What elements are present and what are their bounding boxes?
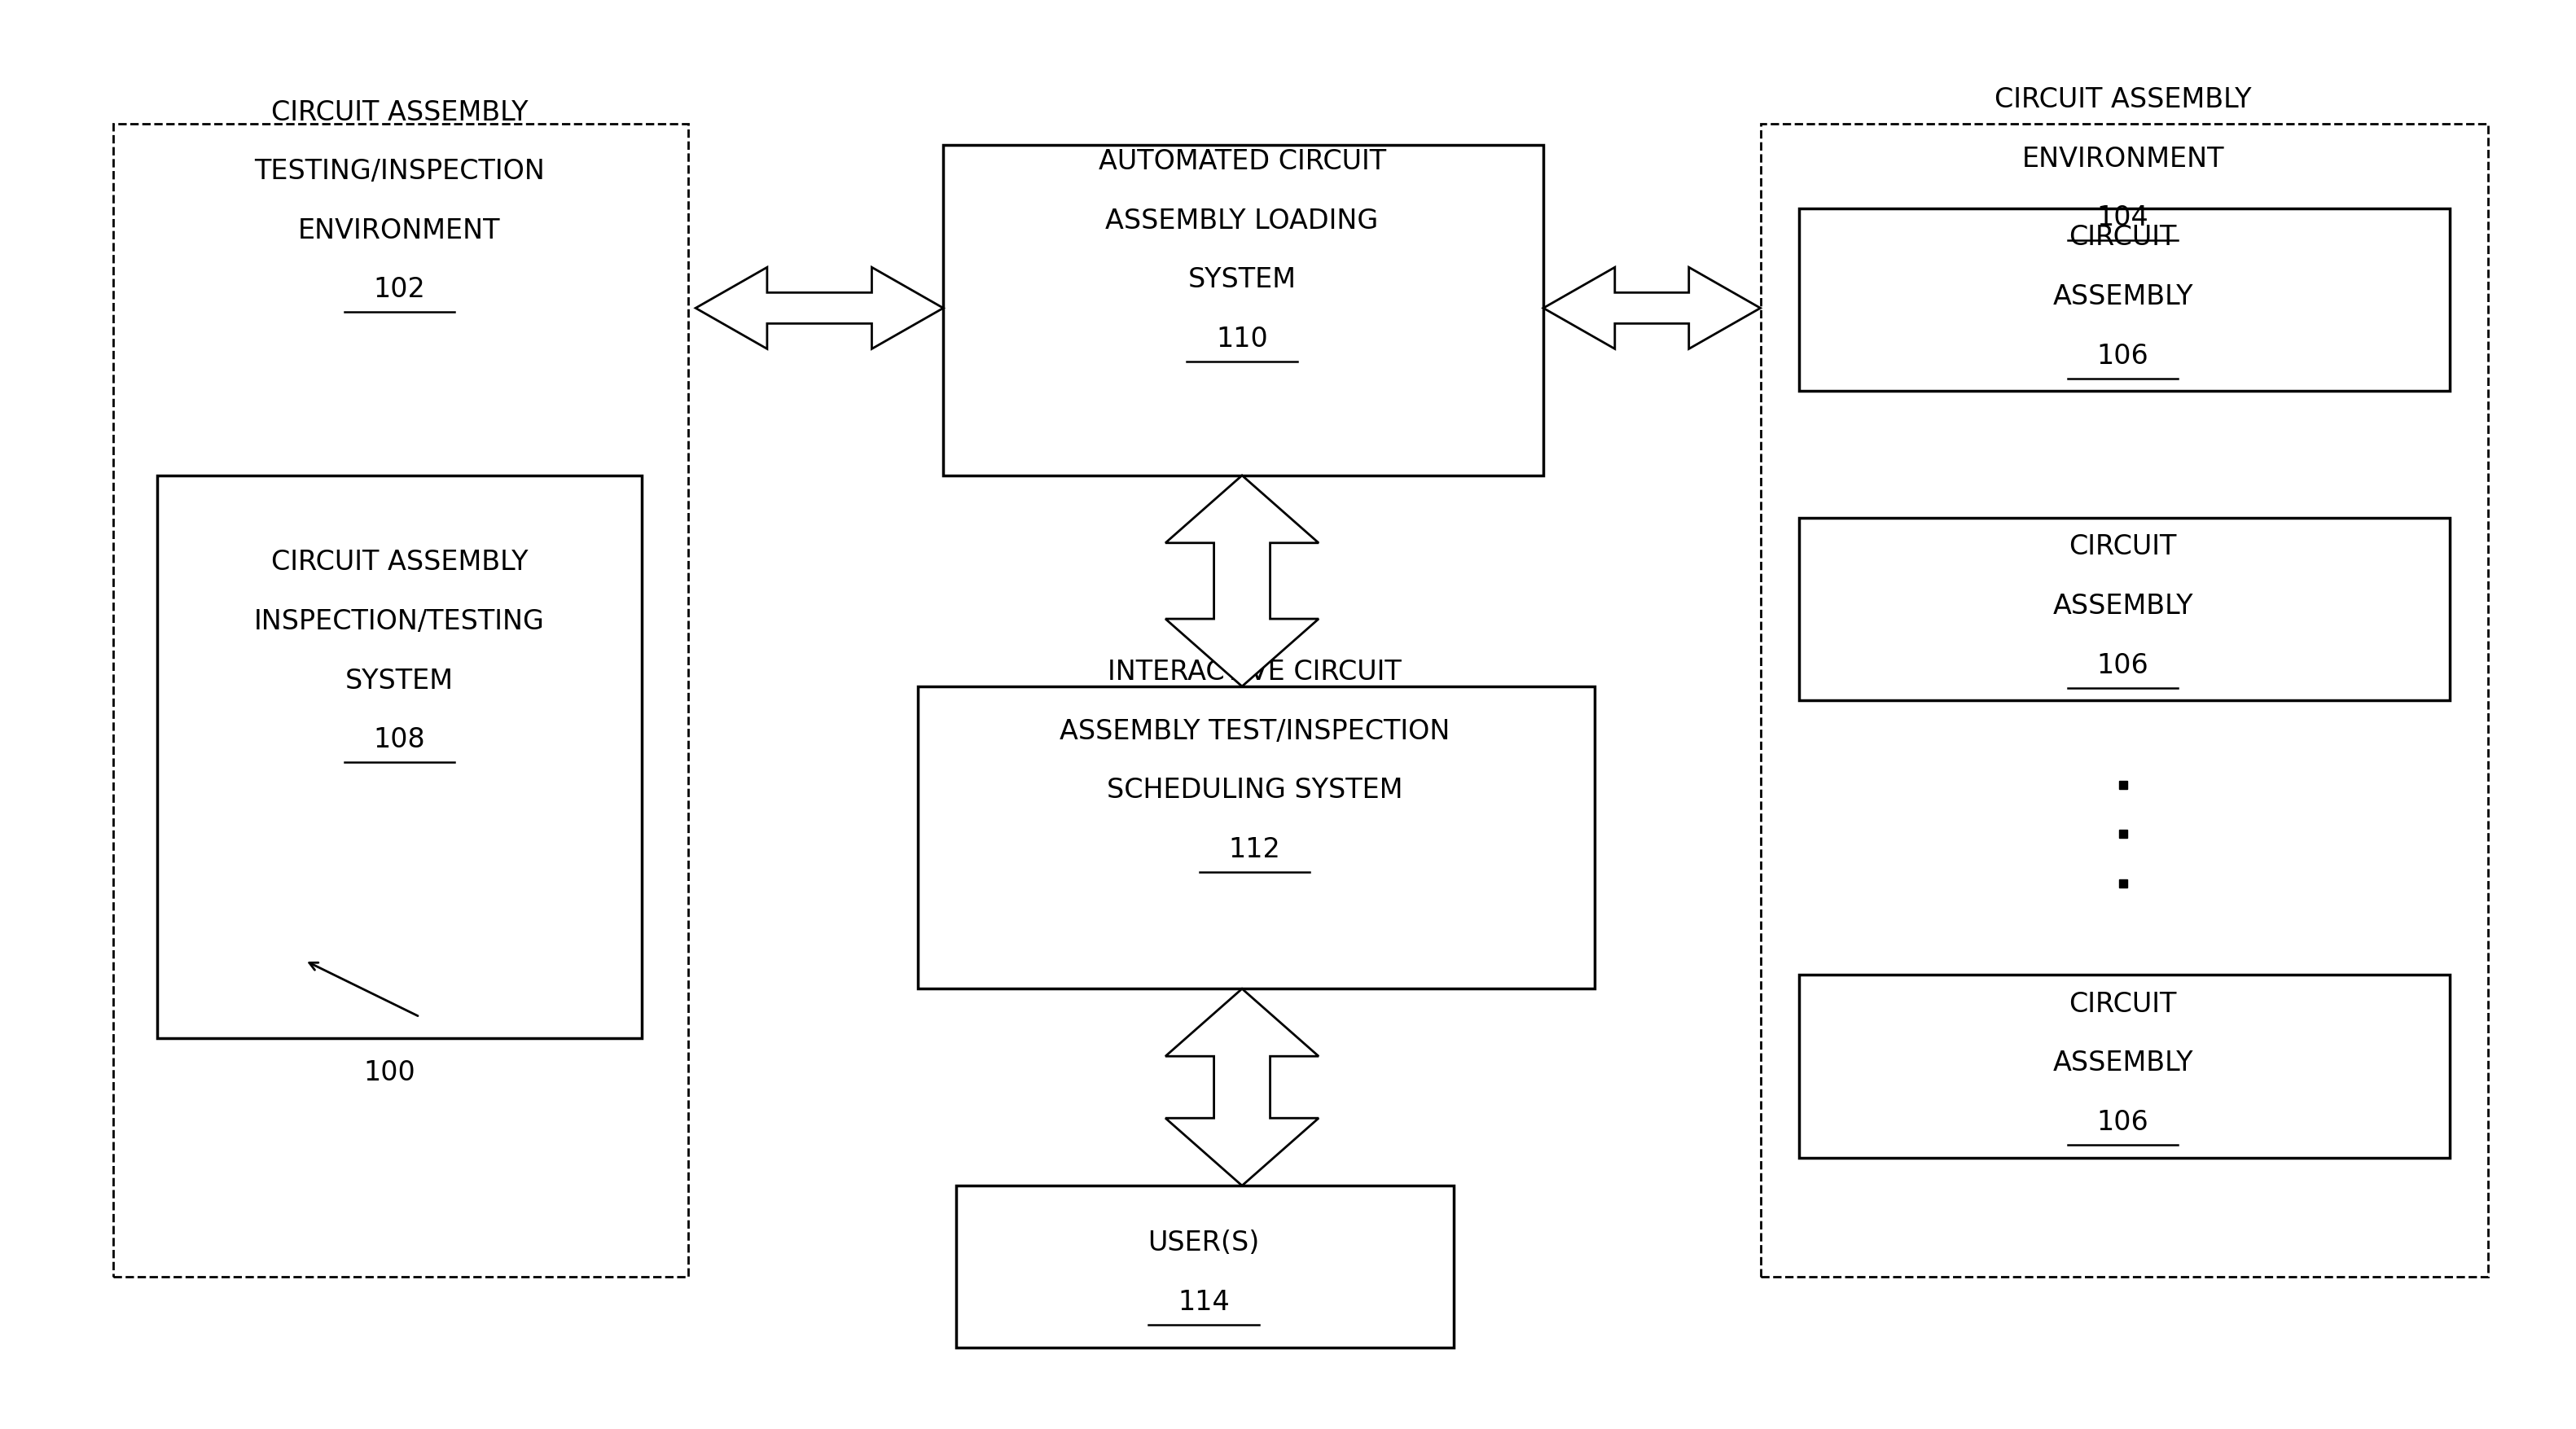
FancyBboxPatch shape — [1759, 124, 2488, 1278]
Text: AUTOMATED CIRCUIT: AUTOMATED CIRCUIT — [1097, 149, 1386, 176]
Polygon shape — [1543, 267, 1759, 349]
FancyBboxPatch shape — [1798, 209, 2450, 392]
Text: 106: 106 — [2097, 343, 2148, 369]
FancyBboxPatch shape — [1798, 517, 2450, 700]
Text: SYSTEM: SYSTEM — [1188, 266, 1296, 293]
Text: CIRCUIT: CIRCUIT — [2069, 533, 2177, 560]
Text: ASSEMBLY: ASSEMBLY — [2053, 593, 2192, 620]
Text: ASSEMBLY LOADING: ASSEMBLY LOADING — [1105, 207, 1378, 234]
FancyBboxPatch shape — [956, 1186, 1453, 1348]
Text: INTERACTIVE CIRCUIT: INTERACTIVE CIRCUIT — [1108, 659, 1401, 686]
Text: CIRCUIT: CIRCUIT — [2069, 224, 2177, 252]
Text: 108: 108 — [374, 726, 425, 753]
FancyBboxPatch shape — [113, 124, 688, 1278]
Polygon shape — [696, 267, 943, 349]
Text: 100: 100 — [363, 1060, 415, 1086]
Text: SYSTEM: SYSTEM — [345, 667, 453, 694]
Text: USER(S): USER(S) — [1149, 1230, 1260, 1256]
Text: CIRCUIT ASSEMBLY: CIRCUIT ASSEMBLY — [270, 549, 528, 576]
Text: CIRCUIT ASSEMBLY: CIRCUIT ASSEMBLY — [1994, 87, 2251, 113]
Text: INSPECTION/TESTING: INSPECTION/TESTING — [255, 609, 544, 634]
Text: ASSEMBLY: ASSEMBLY — [2053, 1050, 2192, 1076]
Text: CIRCUIT ASSEMBLY: CIRCUIT ASSEMBLY — [270, 99, 528, 126]
Polygon shape — [1164, 476, 1319, 686]
Text: ASSEMBLY TEST/INSPECTION: ASSEMBLY TEST/INSPECTION — [1059, 717, 1450, 745]
Text: ENVIRONMENT: ENVIRONMENT — [2022, 146, 2223, 173]
Text: SCHEDULING SYSTEM: SCHEDULING SYSTEM — [1108, 777, 1404, 805]
Text: 104: 104 — [2097, 204, 2148, 231]
Text: 110: 110 — [1216, 326, 1267, 353]
FancyBboxPatch shape — [1798, 975, 2450, 1157]
Text: ENVIRONMENT: ENVIRONMENT — [299, 217, 500, 244]
FancyBboxPatch shape — [943, 144, 1543, 476]
Text: ASSEMBLY: ASSEMBLY — [2053, 283, 2192, 310]
Text: 114: 114 — [1177, 1289, 1229, 1316]
Text: 102: 102 — [374, 276, 425, 303]
Text: 106: 106 — [2097, 1109, 2148, 1136]
Text: 106: 106 — [2097, 652, 2148, 679]
Text: CIRCUIT: CIRCUIT — [2069, 990, 2177, 1017]
FancyBboxPatch shape — [917, 686, 1595, 989]
Text: TESTING/INSPECTION: TESTING/INSPECTION — [255, 159, 544, 186]
FancyBboxPatch shape — [157, 476, 641, 1037]
Polygon shape — [1164, 989, 1319, 1186]
Text: 112: 112 — [1229, 836, 1280, 863]
